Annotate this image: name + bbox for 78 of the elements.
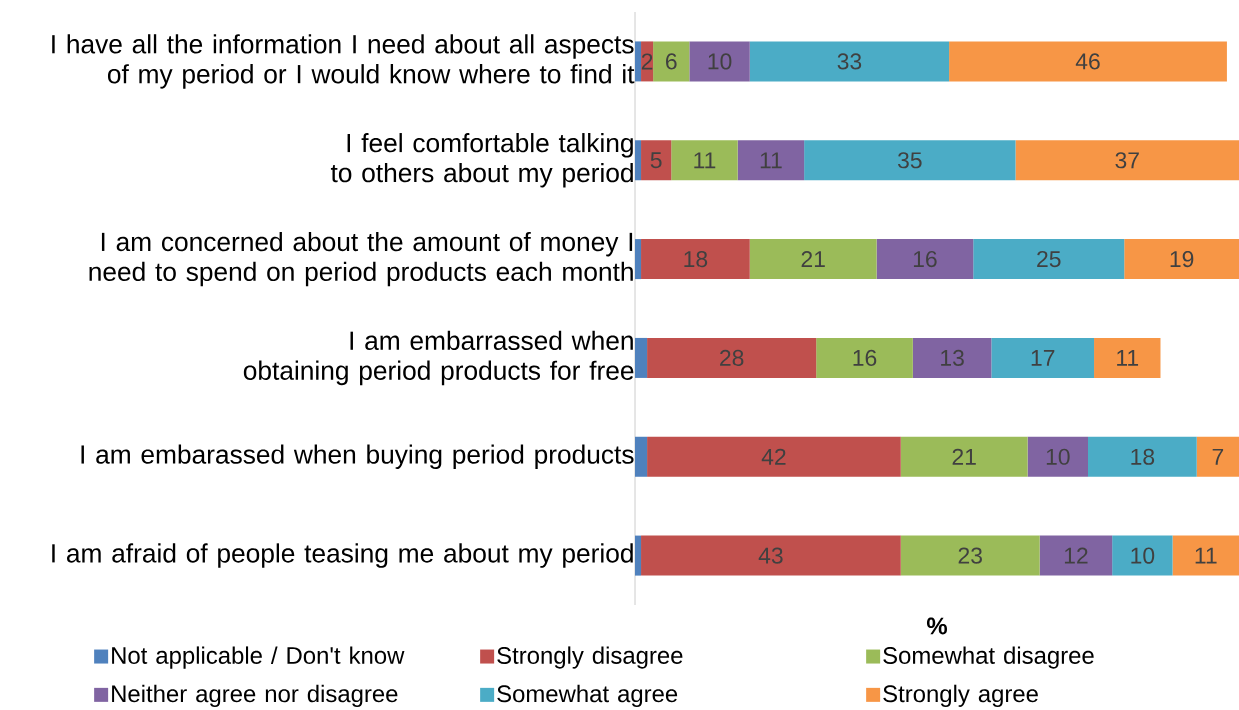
y-tick-label: I am embarassed when buying period products: [81, 444, 634, 470]
bar: [641, 535, 901, 576]
bar: [647, 337, 817, 378]
bar: [1015, 140, 1239, 181]
bar: [641, 140, 672, 181]
bar: [949, 41, 1227, 82]
x-axis-title: %: [926, 617, 947, 635]
data-label: 25: [1037, 250, 1061, 268]
bar: [900, 436, 1028, 477]
data-label: 7: [1212, 448, 1224, 465]
bar: [1027, 436, 1088, 477]
bar: [804, 140, 1016, 181]
bar: [749, 239, 877, 280]
bar: [1088, 436, 1197, 477]
y-tick-label: I have all the information I need about all aspects of my period or I would know where to find it: [52, 34, 635, 89]
bar: [647, 436, 901, 477]
bar: [876, 239, 974, 280]
data-label: 18: [1131, 448, 1155, 465]
bar: [1112, 535, 1173, 576]
bar: [1196, 436, 1239, 477]
bar: [671, 140, 738, 181]
data-label: 43: [758, 547, 783, 564]
data-label: 10: [1131, 547, 1155, 564]
bar: [1124, 239, 1239, 280]
data-label: 16: [853, 349, 877, 367]
bar: [635, 535, 642, 576]
bar: [816, 337, 913, 378]
data-label: 23: [958, 547, 982, 564]
legend-label: Neither agree nor disagree: [112, 684, 398, 707]
bar: [635, 436, 648, 477]
bar: [1094, 337, 1161, 378]
data-label: 46: [1075, 53, 1100, 70]
bar: [635, 337, 648, 378]
bar: [900, 535, 1040, 576]
bar: [635, 239, 642, 280]
legend-label: Strongly agree: [883, 684, 1038, 707]
data-label: 16: [913, 250, 937, 268]
y-tick-label: I am embarrassed when obtaining period products for free: [243, 330, 634, 386]
data-label: 5: [650, 152, 662, 169]
data-label: 33: [837, 53, 862, 70]
data-label: 11: [1117, 350, 1139, 366]
bar: [991, 337, 1095, 378]
bar: [641, 239, 750, 280]
data-label: 21: [952, 448, 976, 465]
bar: [973, 239, 1125, 280]
data-label: 11: [694, 152, 716, 169]
data-label: 12: [1064, 547, 1088, 564]
bar: [1172, 535, 1239, 576]
data-label: 42: [761, 448, 786, 465]
data-label: 10: [1046, 448, 1070, 465]
data-label: 11: [1195, 547, 1217, 564]
data-label: 28: [720, 349, 744, 367]
data-label: 13: [941, 349, 964, 367]
bar: [737, 140, 805, 181]
legend-label: Not applicable / Don't know: [112, 646, 405, 669]
y-tick-label: I am concerned about the amount of money I need to spend on period products each month: [89, 231, 633, 287]
bar: [1039, 535, 1113, 576]
data-label: 21: [801, 251, 825, 268]
y-tick-label: I am afraid of people teasing me about my period: [52, 543, 633, 568]
data-label: 17: [1031, 350, 1055, 366]
bar: [635, 41, 642, 82]
data-label: 37: [1115, 152, 1139, 169]
bar: [749, 41, 950, 82]
bar: [635, 140, 642, 181]
data-label: 18: [684, 250, 708, 268]
bar: [689, 41, 750, 82]
bar: [653, 41, 690, 82]
data-label: 11: [760, 152, 782, 169]
bar: [912, 337, 992, 378]
y-tick-label: I feel comfortable talking to others about my period: [330, 133, 633, 188]
legend-label: Strongly disagree: [497, 646, 683, 669]
data-label: 35: [897, 152, 922, 169]
data-label: 10: [708, 53, 732, 70]
data-label: 2: [641, 53, 653, 70]
data-label: 19: [1170, 250, 1194, 268]
data-label: 6: [666, 53, 677, 70]
legend-label: Somewhat disagree: [883, 646, 1094, 669]
legend-label: Somewhat agree: [497, 684, 678, 707]
